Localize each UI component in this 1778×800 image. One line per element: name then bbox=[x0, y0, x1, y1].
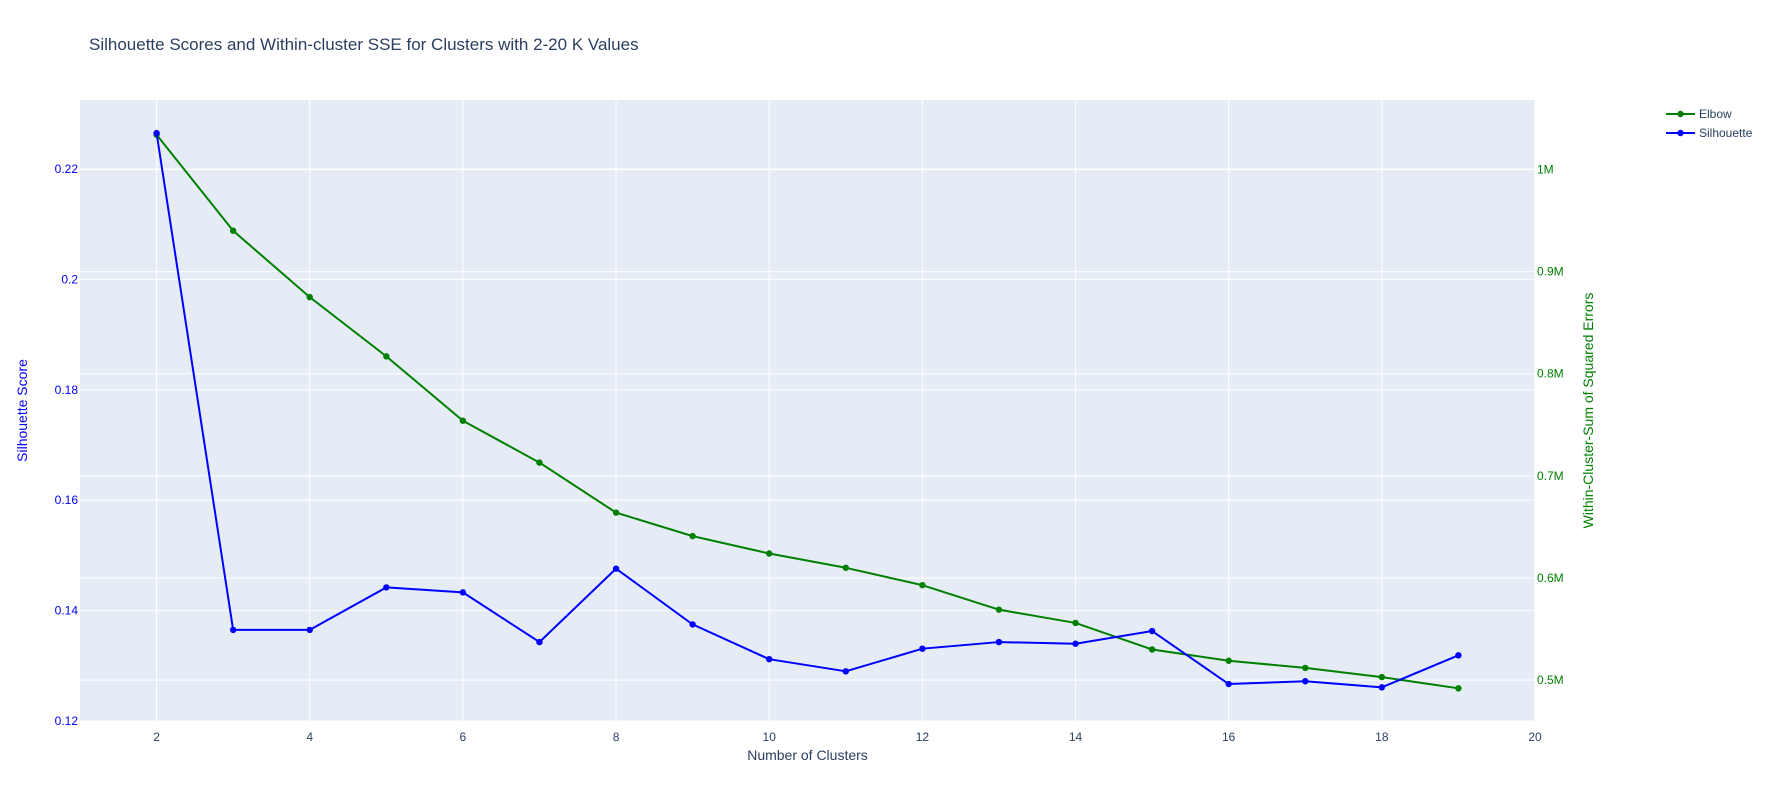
y-right-tick-label: 0.9M bbox=[1537, 265, 1564, 279]
elbow-data-point bbox=[995, 606, 1003, 613]
silhouette-data-point bbox=[153, 129, 160, 137]
x-tick-label: 12 bbox=[916, 730, 930, 744]
y-left-tick-label: 0.18 bbox=[55, 383, 79, 397]
silhouette-data-point bbox=[459, 589, 467, 596]
silhouette-data-point bbox=[229, 626, 237, 634]
silhouette-series-line bbox=[155, 132, 1459, 689]
legend-silhouette-label: Silhouette bbox=[1699, 126, 1753, 140]
elbow-data-point bbox=[842, 564, 849, 571]
y-right-axis-title: Within-Cluster-Sum of Squared Errors bbox=[1580, 293, 1596, 529]
x-tick-label: 18 bbox=[1375, 730, 1389, 744]
y-right-tick-label: 0.7M bbox=[1537, 469, 1564, 483]
elbow-series-line bbox=[155, 134, 1459, 690]
silhouette-data-point bbox=[1072, 640, 1079, 647]
elbow-data-point bbox=[383, 353, 390, 360]
x-tick-label: 20 bbox=[1528, 730, 1542, 744]
y-left-tick-label: 0.16 bbox=[55, 493, 79, 507]
chart-title: Silhouette Scores and Within-cluster SSE… bbox=[89, 35, 639, 54]
x-tick-label: 16 bbox=[1222, 730, 1236, 744]
x-tick-label: 14 bbox=[1069, 730, 1083, 744]
legend-silhouette-marker[interactable] bbox=[1677, 129, 1684, 137]
silhouette-data-point bbox=[612, 565, 620, 572]
x-tick-label: 8 bbox=[613, 730, 620, 744]
elbow-data-point bbox=[306, 293, 313, 301]
plot-background bbox=[80, 100, 1535, 721]
y-left-tick-label: 0.22 bbox=[55, 162, 79, 176]
y-right-tick-label: 0.5M bbox=[1537, 673, 1564, 687]
x-tick-label: 10 bbox=[763, 730, 777, 744]
silhouette-data-point bbox=[842, 668, 849, 675]
y-right-tick-label: 0.8M bbox=[1537, 367, 1564, 381]
elbow-data-point bbox=[229, 227, 237, 234]
silhouette-data-point bbox=[1148, 627, 1156, 635]
elbow-data-point bbox=[766, 550, 773, 557]
x-tick-label: 6 bbox=[460, 730, 467, 744]
elbow-data-point bbox=[919, 581, 926, 589]
silhouette-data-point bbox=[1225, 680, 1232, 688]
y-left-axis-title: Silhouette Score bbox=[14, 359, 30, 462]
elbow-data-point bbox=[1072, 619, 1079, 627]
y-left-tick-label: 0.12 bbox=[55, 714, 79, 728]
y-left-tick-label: 0.14 bbox=[55, 604, 79, 618]
silhouette-data-point bbox=[766, 655, 773, 663]
legend-elbow-label: Elbow bbox=[1699, 107, 1732, 121]
silhouette-data-point bbox=[383, 584, 390, 591]
y-right-tick-label: 0.6M bbox=[1537, 571, 1564, 585]
silhouette-data-point bbox=[536, 638, 543, 646]
silhouette-data-point bbox=[1302, 678, 1309, 685]
silhouette-data-point bbox=[689, 621, 696, 628]
x-tick-label: 2 bbox=[153, 730, 160, 744]
y-right-tick-label: 1M bbox=[1537, 162, 1554, 176]
silhouette-data-point bbox=[919, 645, 926, 652]
x-tick-label: 4 bbox=[306, 730, 313, 744]
elbow-data-point bbox=[1148, 646, 1156, 653]
elbow-data-point bbox=[612, 509, 620, 516]
elbow-data-point bbox=[689, 532, 696, 540]
elbow-data-point bbox=[1225, 657, 1232, 664]
silhouette-data-point bbox=[1455, 652, 1462, 659]
elbow-data-point bbox=[1378, 673, 1386, 681]
silhouette-data-point bbox=[995, 638, 1003, 646]
x-axis-title: Number of Clusters bbox=[747, 747, 868, 763]
elbow-data-point bbox=[536, 459, 543, 466]
elbow-data-point bbox=[1455, 685, 1462, 692]
silhouette-data-point bbox=[1378, 684, 1386, 691]
elbow-data-point bbox=[1302, 664, 1309, 672]
silhouette-data-point bbox=[306, 626, 313, 634]
y-left-tick-label: 0.2 bbox=[61, 272, 78, 286]
legend-elbow-marker[interactable] bbox=[1677, 110, 1684, 118]
elbow-data-point bbox=[459, 417, 467, 424]
